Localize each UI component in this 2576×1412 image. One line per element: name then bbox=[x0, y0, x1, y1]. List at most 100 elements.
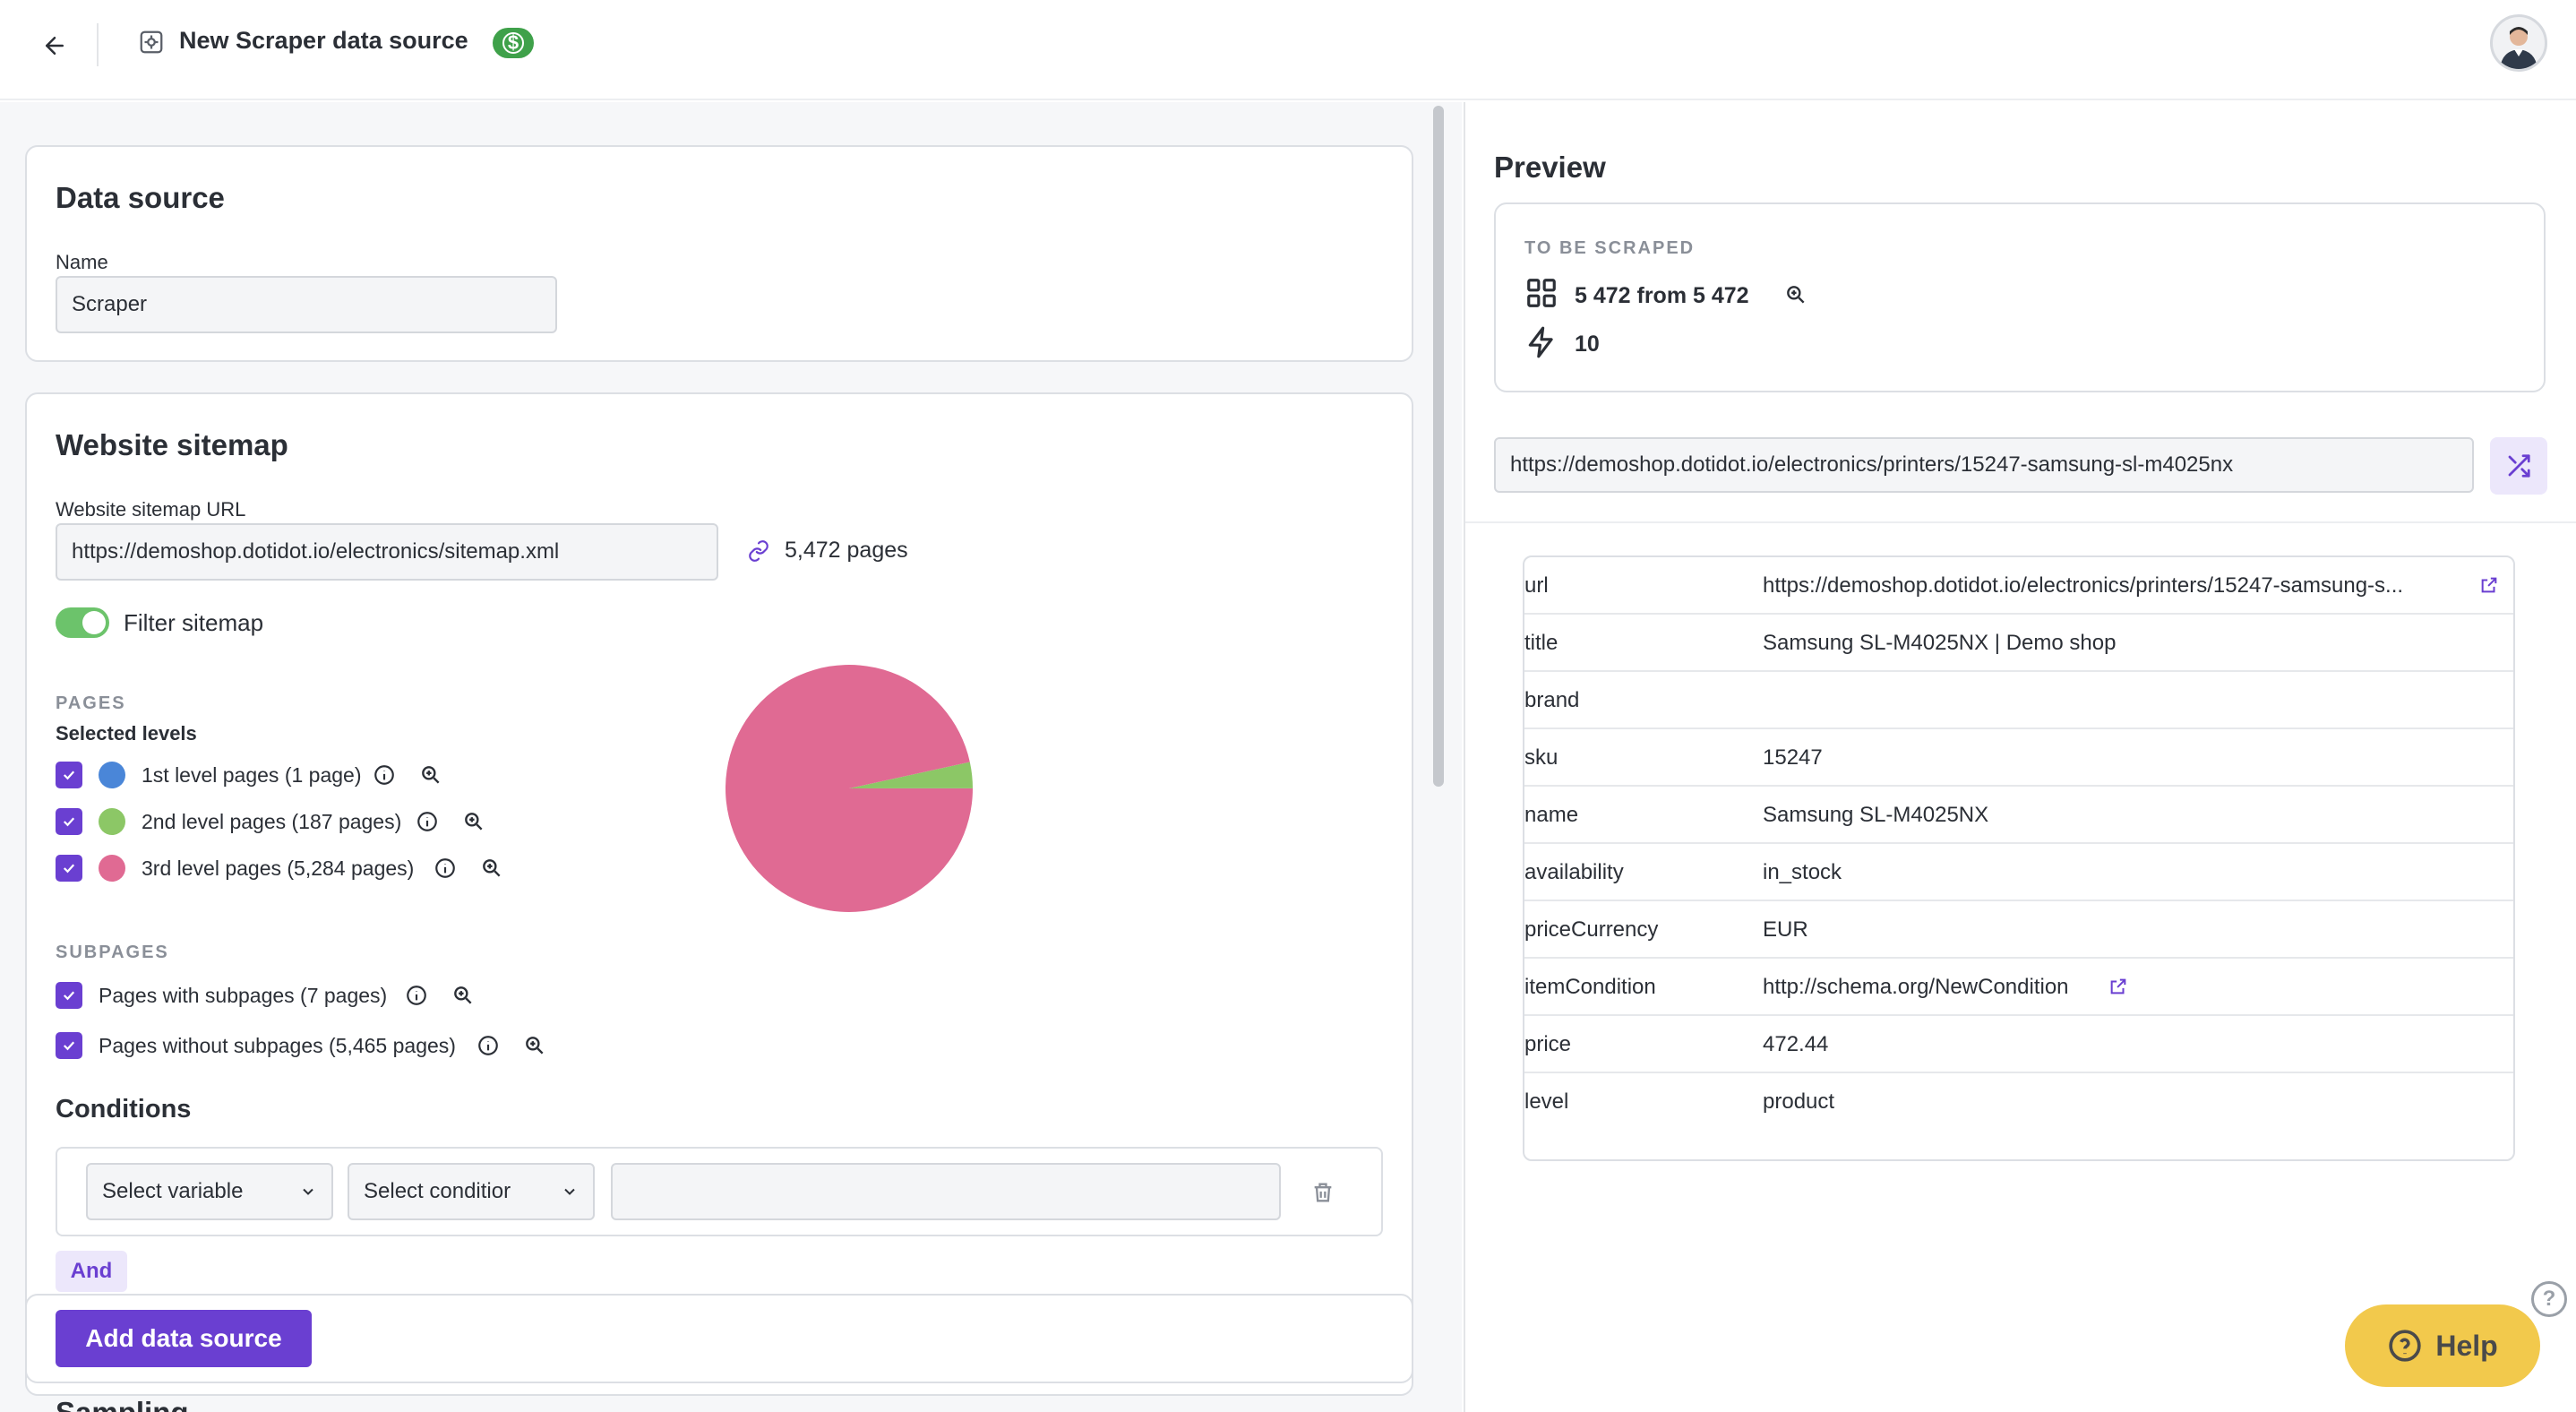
check-icon bbox=[63, 864, 75, 874]
topbar-divider bbox=[97, 23, 99, 66]
preview-url-input[interactable] bbox=[1494, 437, 2474, 493]
prop-value-link[interactable]: http://schema.org/NewCondition bbox=[1763, 975, 2069, 999]
scrape-count: 5 472 from 5 472 bbox=[1575, 283, 1749, 308]
external-link-icon[interactable] bbox=[2479, 575, 2499, 595]
pie-slice-2 bbox=[849, 762, 973, 788]
form-scrollbar[interactable] bbox=[1433, 106, 1444, 787]
table-row: price 472.44 bbox=[1524, 1016, 2513, 1073]
to-be-scraped-card bbox=[1494, 202, 2546, 392]
select-condition-value: Select conditior bbox=[364, 1179, 511, 1203]
website-sitemap-title: Website sitemap bbox=[56, 428, 288, 461]
add-data-source-button[interactable]: Add data source bbox=[56, 1310, 312, 1367]
select-variable-dropdown[interactable]: Select variable bbox=[86, 1163, 333, 1220]
level-1-checkbox[interactable] bbox=[56, 762, 82, 788]
zoom-in-icon[interactable] bbox=[419, 763, 442, 787]
info-icon[interactable] bbox=[373, 763, 396, 787]
level-1-color-dot bbox=[99, 762, 125, 788]
help-corner-icon[interactable]: ? bbox=[2531, 1281, 2567, 1317]
level-1-label: 1st level pages (1 page) bbox=[142, 763, 362, 787]
scrape-speed: 10 bbox=[1575, 331, 1600, 357]
avatar-person-icon bbox=[2500, 27, 2537, 69]
sitemap-url-input[interactable] bbox=[56, 523, 718, 581]
check-icon bbox=[63, 1041, 75, 1051]
table-row: itemCondition http://schema.org/NewCondi… bbox=[1524, 959, 2513, 1016]
level-2-label: 2nd level pages (187 pages) bbox=[142, 810, 402, 833]
prop-key: price bbox=[1524, 1032, 1572, 1056]
zoom-in-icon[interactable] bbox=[523, 1034, 546, 1057]
prop-key: name bbox=[1524, 803, 1579, 827]
sitemap-pages-link[interactable]: 5,472 pages bbox=[785, 538, 908, 563]
next-section-title: Sampling bbox=[56, 1396, 189, 1412]
to-be-scraped-overline: TO BE SCRAPED bbox=[1524, 238, 1696, 258]
prop-key: level bbox=[1524, 1089, 1569, 1114]
selected-levels-label: Selected levels bbox=[56, 722, 197, 745]
help-label: Help bbox=[2435, 1329, 2498, 1362]
prop-key: priceCurrency bbox=[1524, 917, 1659, 942]
filter-sitemap-toggle[interactable] bbox=[56, 607, 109, 638]
select-condition-dropdown[interactable]: Select conditior bbox=[348, 1163, 595, 1220]
prop-key: sku bbox=[1524, 745, 1558, 770]
table-row: name Samsung SL-M4025NX bbox=[1524, 787, 2513, 844]
level-2-checkbox[interactable] bbox=[56, 808, 82, 835]
table-row: priceCurrency EUR bbox=[1524, 901, 2513, 959]
name-input[interactable] bbox=[56, 276, 557, 333]
without-subpages-label: Pages without subpages (5,465 pages) bbox=[99, 1034, 456, 1057]
zoom-in-icon[interactable] bbox=[462, 810, 485, 833]
chevron-down-icon bbox=[564, 1188, 575, 1195]
table-row: brand bbox=[1524, 672, 2513, 729]
table-row: title Samsung SL-M4025NX | Demo shop bbox=[1524, 615, 2513, 672]
scraper-icon bbox=[140, 30, 163, 54]
prop-key: brand bbox=[1524, 688, 1580, 712]
with-subpages-checkbox[interactable] bbox=[56, 982, 82, 1009]
subpages-overline: SUBPAGES bbox=[56, 943, 169, 962]
level-2-color-dot bbox=[99, 808, 125, 835]
prop-value-link[interactable]: https://demoshop.dotidot.io/electronics/… bbox=[1763, 573, 2404, 598]
select-variable-value: Select variable bbox=[102, 1179, 244, 1203]
and-button[interactable]: And bbox=[56, 1251, 127, 1292]
name-label: Name bbox=[56, 251, 108, 273]
prop-key: title bbox=[1524, 631, 1558, 655]
prop-value: Samsung SL-M4025NX | Demo shop bbox=[1763, 631, 2117, 655]
pie-slice-3 bbox=[726, 664, 973, 912]
lightning-icon bbox=[1528, 326, 1553, 358]
help-button[interactable]: Help bbox=[2345, 1304, 2540, 1387]
check-icon bbox=[63, 991, 75, 1001]
link-icon bbox=[749, 540, 769, 562]
question-icon bbox=[2389, 1330, 2421, 1362]
zoom-in-icon[interactable] bbox=[451, 984, 475, 1007]
pages-overline: PAGES bbox=[56, 693, 126, 713]
level-pie-chart bbox=[726, 664, 973, 912]
back-button[interactable] bbox=[34, 25, 75, 66]
check-icon bbox=[63, 771, 75, 780]
condition-value-input[interactable] bbox=[611, 1163, 1281, 1220]
level-3-label: 3rd level pages (5,284 pages) bbox=[142, 857, 415, 880]
without-subpages-checkbox[interactable] bbox=[56, 1032, 82, 1059]
page-title: New Scraper data source bbox=[179, 27, 468, 54]
external-link-icon[interactable] bbox=[2108, 977, 2128, 996]
zoom-in-icon[interactable] bbox=[1784, 283, 1807, 306]
table-row: availability in_stock bbox=[1524, 844, 2513, 901]
sitemap-url-label: Website sitemap URL bbox=[56, 498, 246, 521]
top-bar: New Scraper data source $ bbox=[0, 0, 2576, 100]
preview-properties-table: url https://demoshop.dotidot.io/electron… bbox=[1523, 555, 2515, 1161]
info-icon[interactable] bbox=[434, 857, 457, 880]
table-row: url https://demoshop.dotidot.io/electron… bbox=[1524, 557, 2513, 615]
shuffle-icon bbox=[2508, 454, 2530, 478]
preview-divider bbox=[1465, 521, 2576, 523]
user-avatar[interactable] bbox=[2490, 14, 2547, 72]
info-icon[interactable] bbox=[477, 1034, 500, 1057]
prop-key: url bbox=[1524, 573, 1549, 598]
trash-icon[interactable] bbox=[1309, 1179, 1336, 1206]
info-icon[interactable] bbox=[405, 984, 428, 1007]
level-3-checkbox[interactable] bbox=[56, 855, 82, 882]
prop-value: Samsung SL-M4025NX bbox=[1763, 803, 1989, 827]
prop-value: EUR bbox=[1763, 917, 1808, 942]
info-icon[interactable] bbox=[416, 810, 439, 833]
shuffle-button[interactable] bbox=[2490, 437, 2547, 495]
conditions-title: Conditions bbox=[56, 1095, 192, 1124]
chevron-down-icon bbox=[303, 1188, 313, 1195]
data-source-title: Data source bbox=[56, 181, 225, 214]
table-row: sku 15247 bbox=[1524, 729, 2513, 787]
level-3-color-dot bbox=[99, 855, 125, 882]
zoom-in-icon[interactable] bbox=[480, 857, 503, 880]
